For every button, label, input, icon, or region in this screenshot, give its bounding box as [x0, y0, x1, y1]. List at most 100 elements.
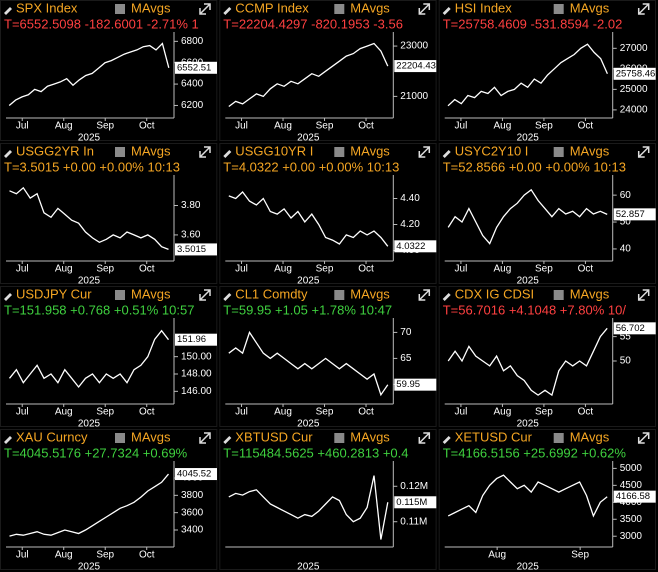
- x-year-label: 2025: [517, 419, 540, 430]
- y-tick-label: 6800: [181, 36, 204, 47]
- price-line: [447, 43, 608, 107]
- x-year-label: 2025: [517, 276, 540, 287]
- study-label[interactable]: MAvgs: [570, 143, 610, 158]
- x-tick-label: Sep: [535, 121, 553, 132]
- study-label[interactable]: MAvgs: [131, 143, 171, 158]
- study-icon: [334, 433, 345, 443]
- x-tick-label: Oct: [358, 121, 374, 132]
- chart-title[interactable]: XBTUSD Cur: [235, 429, 313, 444]
- y-tick-label: 60: [620, 190, 632, 201]
- study-label[interactable]: MAvgs: [350, 0, 390, 15]
- x-tick-label: Sep: [96, 550, 114, 561]
- study-label[interactable]: MAvgs: [570, 0, 610, 15]
- expand-icon[interactable]: [418, 146, 431, 158]
- x-tick-label: Jul: [235, 407, 248, 418]
- study-label[interactable]: MAvgs: [350, 429, 390, 444]
- x-tick-label: Sep: [316, 407, 334, 418]
- last-value-label: 0.115M: [396, 497, 427, 508]
- chart-title[interactable]: CDX IG CDSI: [455, 286, 534, 301]
- pen-icon: [442, 7, 451, 15]
- last-value-label: 4.0322: [396, 241, 425, 252]
- expand-icon[interactable]: [637, 3, 650, 15]
- x-tick-label: Jul: [16, 121, 29, 132]
- expand-icon[interactable]: [199, 432, 211, 444]
- price-line: [447, 474, 608, 518]
- chart-title[interactable]: CL1 Comdty: [235, 286, 308, 301]
- last-value-label: 3.5015: [177, 244, 206, 255]
- y-tick-label: 55: [620, 331, 632, 342]
- last-value-label: 25758.46: [616, 68, 656, 79]
- y-tick-label: 21000: [400, 91, 428, 102]
- y-tick-label: 3800: [181, 490, 204, 501]
- y-tick-label: 5000: [620, 463, 643, 474]
- chart-title[interactable]: USGG2YR In: [16, 143, 94, 158]
- chart-title[interactable]: SPX Index: [16, 0, 78, 15]
- chart-title[interactable]: USYC2Y10 I: [455, 143, 529, 158]
- price-line: [447, 327, 608, 397]
- pen-icon: [4, 150, 12, 158]
- chart-title[interactable]: CCMP Index: [235, 0, 309, 15]
- panel-border: [0, 143, 218, 284]
- y-tick-label: 0.12M: [400, 481, 428, 492]
- quote-line: T=56.7016 +4.1048 +7.80% 10/: [443, 302, 627, 317]
- study-label[interactable]: MAvgs: [570, 286, 610, 301]
- x-tick-label: Sep: [535, 264, 553, 275]
- expand-icon[interactable]: [637, 432, 650, 444]
- x-tick-label: Jul: [16, 550, 29, 561]
- y-tick-label: 4.40: [400, 193, 420, 204]
- y-tick-label: 40: [620, 244, 632, 255]
- study-label[interactable]: MAvgs: [570, 429, 610, 444]
- quote-line: T=3.5015 +0.00 +0.00% 10:13: [4, 159, 180, 174]
- last-value-box: [394, 60, 437, 73]
- study-icon: [553, 290, 564, 300]
- x-tick-label: Sep: [96, 121, 114, 132]
- chart-title[interactable]: USDJPY Cur: [16, 286, 92, 301]
- study-label[interactable]: MAvgs: [131, 0, 171, 15]
- last-value-label: 4166.58: [616, 491, 650, 502]
- study-label[interactable]: MAvgs: [131, 286, 171, 301]
- last-value-label: 22204.43: [396, 61, 436, 72]
- study-label[interactable]: MAvgs: [350, 143, 390, 158]
- expand-icon[interactable]: [418, 3, 431, 15]
- y-tick-label: 3600: [181, 507, 204, 518]
- y-tick-label: 23000: [400, 41, 428, 52]
- expand-icon[interactable]: [199, 146, 211, 158]
- last-value-label: 59.95: [396, 379, 420, 390]
- expand-icon[interactable]: [637, 289, 650, 301]
- chart-title[interactable]: HSI Index: [455, 0, 513, 15]
- chart-title[interactable]: XAU Curncy: [16, 429, 88, 444]
- expand-icon[interactable]: [199, 3, 211, 15]
- chart-title[interactable]: XETUSD Cur: [455, 429, 533, 444]
- quote-line: T=59.95 +1.05 +1.78% 10:47: [223, 302, 392, 317]
- last-value-label: 6552.51: [177, 62, 211, 73]
- x-tick-label: Oct: [139, 550, 155, 561]
- y-tick-label: 3000: [620, 531, 643, 542]
- chart-title[interactable]: USGG10YR I: [235, 143, 313, 158]
- expand-icon[interactable]: [418, 432, 431, 444]
- study-label[interactable]: MAvgs: [350, 286, 390, 301]
- expand-icon[interactable]: [637, 146, 650, 158]
- x-tick-label: Sep: [535, 407, 553, 418]
- quote-line: T=4166.5156 +25.6992 +0.62%: [443, 445, 627, 460]
- x-tick-label: Jul: [455, 121, 468, 132]
- expand-icon[interactable]: [418, 289, 431, 301]
- study-label[interactable]: MAvgs: [131, 429, 171, 444]
- x-tick-label: Sep: [316, 121, 334, 132]
- expand-icon[interactable]: [199, 289, 211, 301]
- pen-icon: [442, 150, 451, 158]
- x-tick-label: Aug: [274, 264, 292, 275]
- pen-icon: [442, 293, 451, 301]
- study-icon: [553, 433, 564, 443]
- study-icon: [553, 4, 564, 14]
- x-year-label: 2025: [78, 133, 101, 144]
- x-tick-label: Oct: [358, 407, 374, 418]
- x-tick-label: Aug: [55, 264, 73, 275]
- x-year-label: 2025: [297, 133, 320, 144]
- x-tick-label: Sep: [571, 550, 589, 561]
- panel-border: [0, 286, 218, 427]
- quote-line: T=4.0322 +0.00 +0.00% 10:13: [223, 159, 399, 174]
- y-tick-label: 24000: [620, 105, 648, 116]
